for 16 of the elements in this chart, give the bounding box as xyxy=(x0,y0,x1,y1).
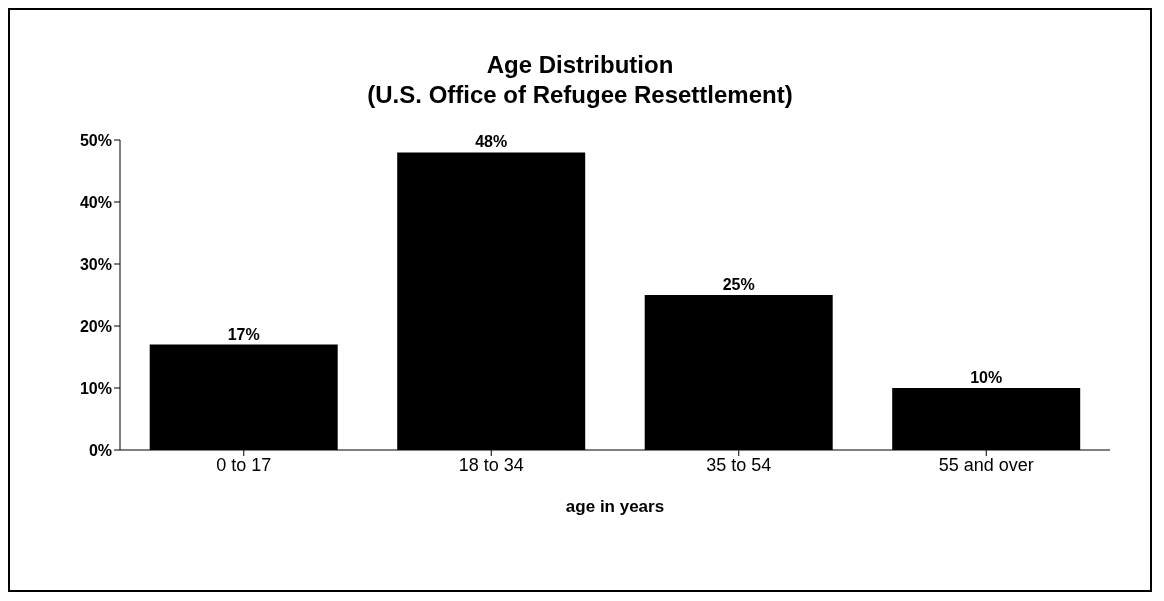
x-tick-label: 18 to 34 xyxy=(458,454,524,475)
x-tick-label: 55 and over xyxy=(938,454,1034,475)
data-label: 25% xyxy=(722,276,755,293)
data-label: 48% xyxy=(475,133,508,151)
y-tick-label: 10% xyxy=(79,379,112,397)
x-tick-label: 35 to 54 xyxy=(706,454,772,475)
data-label: 17% xyxy=(227,325,260,343)
y-tick-label: 20% xyxy=(79,317,112,335)
data-label: 10% xyxy=(970,369,1003,386)
chart-title: Age Distribution (U.S. Office of Refugee Resettlement) xyxy=(366,50,794,110)
y-tick-label: 50% xyxy=(79,131,112,149)
x-axis-title: age in years xyxy=(565,497,665,516)
y-tick-label: 40% xyxy=(79,193,112,211)
x-tick-label: 0 to 17 xyxy=(216,454,272,475)
y-tick-label: 0% xyxy=(88,441,112,459)
y-tick-label: 30% xyxy=(79,255,112,273)
